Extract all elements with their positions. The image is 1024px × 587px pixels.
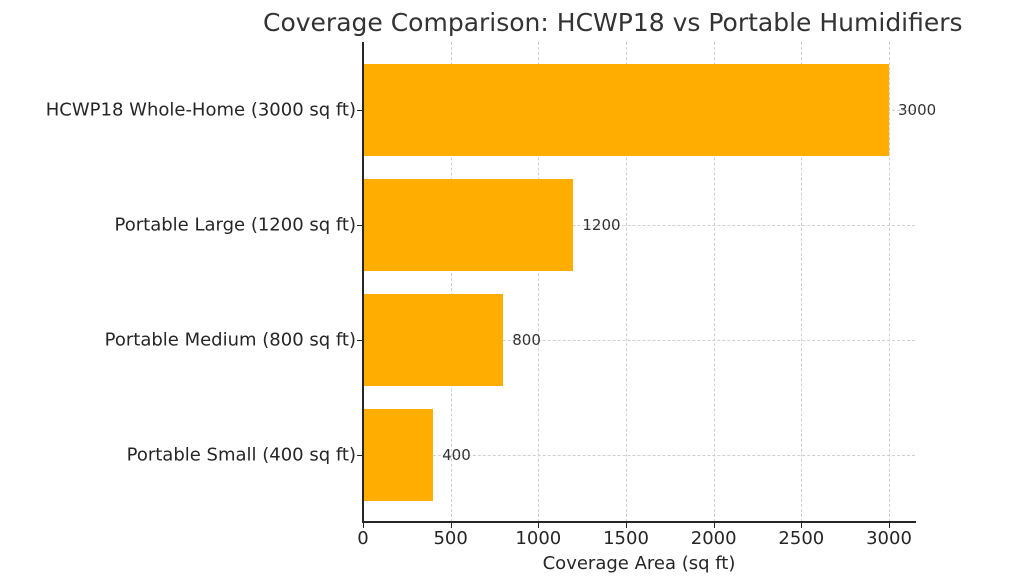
grid-line-vertical xyxy=(626,42,627,522)
x-tick-label: 1000 xyxy=(515,528,562,549)
x-tick-label: 1500 xyxy=(603,528,649,549)
bar-value-label: 800 xyxy=(512,331,541,349)
x-tick xyxy=(889,523,890,528)
x-tick xyxy=(801,523,803,528)
plot-area: 3000 1200 800 400 xyxy=(363,42,936,522)
grid-line-vertical xyxy=(713,42,715,522)
x-tick xyxy=(538,523,540,528)
x-tick xyxy=(626,523,627,528)
y-tick-label: Portable Small (400 sq ft) xyxy=(126,444,356,466)
grid-line-vertical xyxy=(538,42,540,522)
grid-line-vertical xyxy=(889,42,890,522)
bar-value-label: 1200 xyxy=(582,216,621,234)
x-tick xyxy=(713,523,715,528)
y-tick xyxy=(357,110,362,111)
grid-line-vertical xyxy=(450,42,452,522)
grid-line-vertical xyxy=(801,42,803,522)
y-tick xyxy=(357,225,362,226)
bar xyxy=(363,409,434,501)
y-tick xyxy=(357,340,362,341)
x-tick xyxy=(450,523,452,528)
x-tick-label: 0 xyxy=(357,528,369,549)
grid-line-horizontal xyxy=(363,340,915,341)
x-tick-label: 3000 xyxy=(866,528,912,549)
x-axis-title: Coverage Area (sq ft) xyxy=(542,553,736,574)
x-tick-label: 500 xyxy=(433,528,468,549)
bar xyxy=(363,294,504,386)
grid-line-horizontal xyxy=(363,225,915,226)
y-tick-label: Portable Large (1200 sq ft) xyxy=(114,214,356,236)
bar xyxy=(363,179,574,271)
y-tick xyxy=(357,455,362,456)
x-axis-line xyxy=(362,521,916,523)
x-tick xyxy=(363,523,364,528)
chart-title: Coverage Comparison: HCWP18 vs Portable … xyxy=(263,8,963,37)
grid-line-horizontal xyxy=(363,455,915,456)
y-tick-label: HCWP18 Whole-Home (3000 sq ft) xyxy=(45,99,356,121)
bar-value-label: 400 xyxy=(442,446,471,464)
x-tick-label: 2500 xyxy=(778,528,825,549)
bar xyxy=(363,64,889,156)
y-axis-line xyxy=(362,42,364,523)
x-tick-label: 2000 xyxy=(690,528,737,549)
bar-value-label: 3000 xyxy=(898,101,937,119)
y-tick-label: Portable Medium (800 sq ft) xyxy=(104,329,356,351)
